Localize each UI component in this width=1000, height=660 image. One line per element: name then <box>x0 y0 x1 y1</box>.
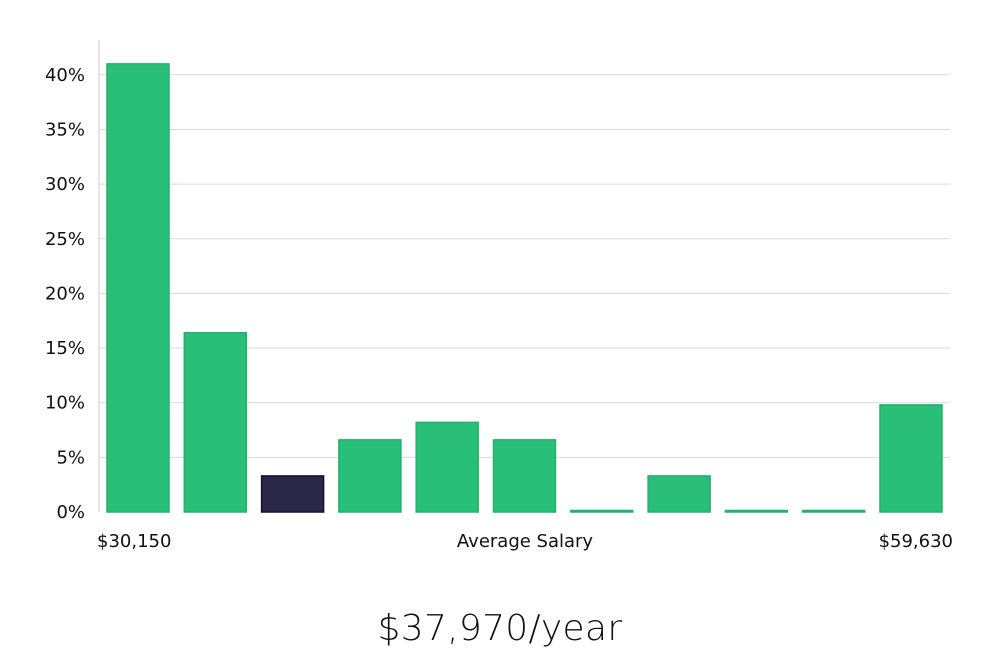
bar <box>106 63 170 513</box>
bar <box>492 439 557 513</box>
y-tick-label: 20% <box>45 283 85 304</box>
y-tick-label: 10% <box>45 393 85 414</box>
bar <box>801 509 866 513</box>
average-salary-value: $37,970/year <box>377 608 623 649</box>
bar <box>879 404 943 513</box>
bar <box>183 331 248 513</box>
bar <box>338 439 402 513</box>
bar <box>647 475 711 513</box>
y-axis-tick-labels: 0% 5% 10% 15% 20% 25% 30% 35% 40% <box>45 65 85 523</box>
salary-histogram: 0% 5% 10% 15% 20% 25% 30% 35% 40% $30,150 Averag… <box>45 40 953 552</box>
x-max-label: $59,630 <box>879 531 953 552</box>
x-axis-title: Average Salary <box>457 531 594 552</box>
y-tick-label: 15% <box>45 338 85 359</box>
y-tick-label: 40% <box>45 65 85 86</box>
y-tick-label: 0% <box>56 502 85 523</box>
y-tick-label: 30% <box>45 174 85 195</box>
bar <box>724 509 789 513</box>
y-tick-label: 5% <box>56 447 85 468</box>
y-tick-label: 25% <box>45 229 85 250</box>
bar <box>415 421 479 513</box>
bars <box>106 63 943 513</box>
y-tick-label: 35% <box>45 119 85 140</box>
bar <box>570 509 634 513</box>
x-min-label: $30,150 <box>97 531 171 552</box>
bar-highlighted <box>260 475 325 513</box>
